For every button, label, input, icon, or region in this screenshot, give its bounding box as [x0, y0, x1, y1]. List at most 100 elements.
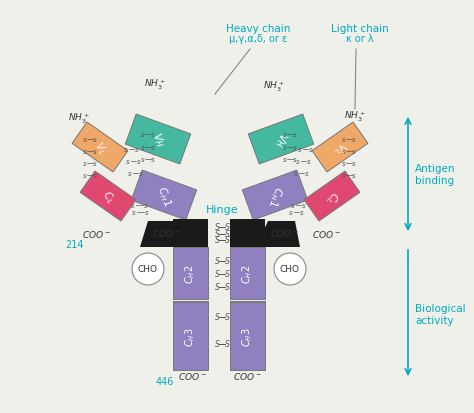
Text: 446: 446 [156, 376, 174, 386]
Bar [230, 302, 265, 370]
Polygon shape [242, 171, 308, 221]
Text: s: s [83, 149, 87, 154]
Text: $C_H3$: $C_H3$ [241, 326, 255, 346]
Text: Antigen
binding: Antigen binding [415, 164, 456, 185]
Text: s: s [93, 173, 97, 178]
Text: s: s [294, 171, 298, 177]
Text: s: s [305, 171, 309, 177]
Text: s: s [283, 157, 287, 163]
Text: s: s [293, 132, 297, 138]
Polygon shape [131, 171, 197, 221]
Bar [173, 247, 208, 299]
Text: $NH_3^+$: $NH_3^+$ [144, 78, 166, 92]
Text: s: s [352, 173, 356, 178]
Text: s: s [293, 145, 297, 151]
Text: s: s [309, 147, 313, 153]
Text: S: S [225, 313, 229, 322]
Text: s: s [137, 159, 141, 165]
Text: s: s [126, 159, 130, 165]
Text: $C_L$: $C_L$ [323, 188, 341, 206]
Text: s: s [128, 171, 132, 177]
Text: s: s [151, 132, 155, 138]
Text: $V_H$: $V_H$ [272, 130, 290, 149]
Text: S: S [215, 236, 219, 245]
Text: s: s [302, 202, 306, 209]
Text: s: s [83, 161, 87, 166]
Text: κ or λ: κ or λ [346, 34, 374, 44]
Text: $C_H1$: $C_H1$ [154, 183, 174, 208]
Text: S: S [225, 236, 229, 245]
Text: $COO^-$: $COO^-$ [312, 228, 341, 240]
Polygon shape [256, 221, 300, 247]
Text: s: s [352, 137, 356, 142]
Text: s: s [93, 149, 97, 154]
Text: s: s [352, 161, 356, 166]
Text: s: s [289, 209, 293, 216]
Text: $V_L$: $V_L$ [91, 138, 109, 157]
Text: $NH_3^+$: $NH_3^+$ [68, 112, 90, 126]
Text: S: S [215, 257, 219, 266]
Text: s: s [144, 202, 148, 209]
Text: $C_L$: $C_L$ [99, 188, 118, 206]
Text: s: s [83, 137, 87, 142]
Text: $NH_3^+$: $NH_3^+$ [263, 80, 285, 94]
Text: $COO^-$: $COO^-$ [233, 370, 262, 381]
Text: s: s [135, 147, 139, 153]
Text: $C_H2$: $C_H2$ [241, 263, 255, 283]
Text: S: S [215, 313, 219, 322]
Text: s: s [139, 171, 143, 177]
Text: s: s [307, 159, 311, 165]
Text: s: s [342, 149, 346, 154]
Text: s: s [124, 147, 128, 153]
Text: s: s [293, 157, 297, 163]
Text: s: s [141, 157, 145, 163]
Text: s: s [145, 209, 149, 216]
Bar [173, 219, 208, 247]
Circle shape [132, 254, 164, 285]
Text: $COO^-$: $COO^-$ [152, 228, 181, 238]
Text: S: S [225, 339, 229, 349]
Bar [230, 247, 265, 299]
Text: s: s [151, 145, 155, 151]
Text: S: S [225, 223, 229, 232]
Text: s: s [83, 173, 87, 178]
Polygon shape [80, 171, 136, 221]
Text: s: s [342, 173, 346, 178]
Text: CHO: CHO [138, 265, 158, 274]
Text: s: s [300, 209, 304, 216]
Polygon shape [248, 115, 314, 164]
Polygon shape [72, 123, 128, 173]
Text: S: S [215, 230, 219, 239]
Text: s: s [141, 132, 145, 138]
Polygon shape [304, 171, 360, 221]
Text: S: S [225, 283, 229, 292]
Text: s: s [298, 147, 302, 153]
Text: S: S [225, 270, 229, 279]
Bar [173, 302, 208, 370]
Text: s: s [141, 145, 145, 151]
Text: $C_H1$: $C_H1$ [265, 183, 285, 208]
Text: $COO^-$: $COO^-$ [178, 370, 207, 381]
Text: s: s [131, 202, 135, 209]
Text: 214: 214 [66, 240, 84, 249]
Text: Hinge: Hinge [206, 204, 238, 214]
Text: S: S [215, 283, 219, 292]
Text: s: s [342, 161, 346, 166]
Text: s: s [151, 157, 155, 163]
Text: s: s [296, 159, 300, 165]
Text: S: S [225, 230, 229, 239]
Text: s: s [342, 137, 346, 142]
Text: s: s [93, 137, 97, 142]
Text: S: S [215, 223, 219, 232]
Text: $NH_3^+$: $NH_3^+$ [344, 110, 366, 124]
Text: S: S [215, 270, 219, 279]
Text: $C_H3$: $C_H3$ [183, 326, 197, 346]
Text: s: s [352, 149, 356, 154]
Text: Biological
activity: Biological activity [415, 304, 465, 325]
Text: CHO: CHO [280, 265, 300, 274]
Text: Light chain: Light chain [331, 24, 389, 34]
Circle shape [274, 254, 306, 285]
Text: s: s [283, 145, 287, 151]
Text: $V_L$: $V_L$ [331, 138, 349, 157]
Text: s: s [291, 202, 295, 209]
